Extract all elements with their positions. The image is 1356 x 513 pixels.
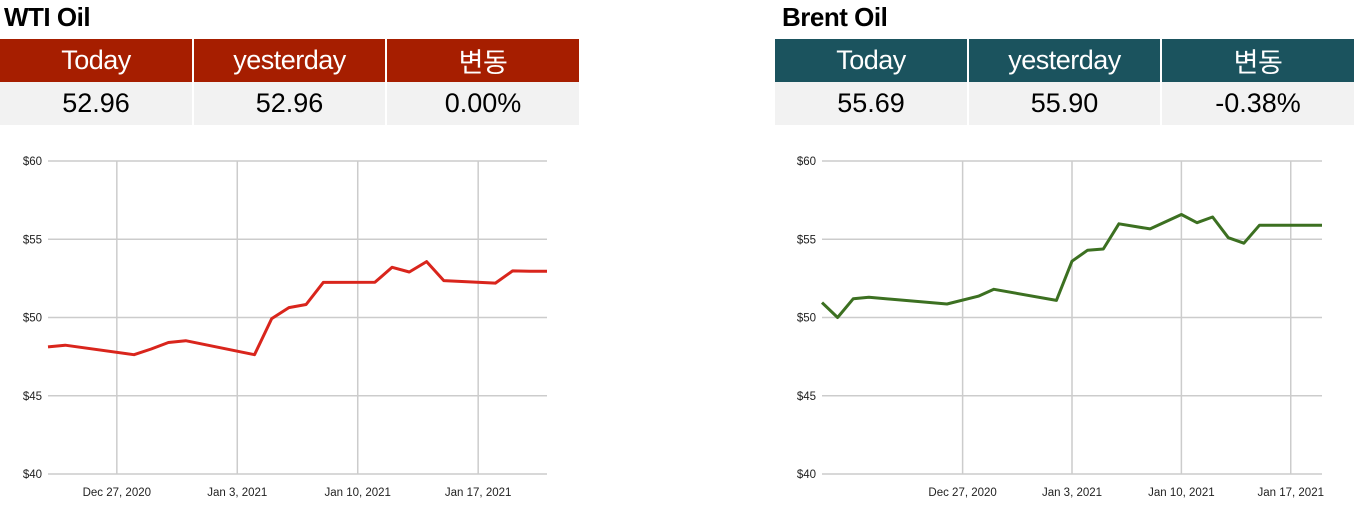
wti-title: WTI Oil xyxy=(4,2,91,32)
x-tick-label: Jan 3, 2021 xyxy=(1042,487,1102,499)
x-tick-label: Jan 10, 2021 xyxy=(324,487,391,499)
brent-title: Brent Oil xyxy=(782,2,888,32)
x-tick-label: Jan 10, 2021 xyxy=(1148,487,1215,499)
y-tick-label: $45 xyxy=(797,391,816,403)
wti-price-table: Today yesterday 변동 52.96 52.96 0.00% xyxy=(0,39,579,125)
series-line xyxy=(820,213,1322,319)
y-tick-label: $45 xyxy=(23,391,42,403)
y-tick-label: $60 xyxy=(797,156,816,168)
wti-panel: WTI Oil Today yesterday 변동 52.96 52.96 0… xyxy=(0,0,580,513)
x-tick-label: Jan 17, 2021 xyxy=(1257,487,1324,499)
y-tick-label: $55 xyxy=(23,234,42,246)
y-tick-label: $50 xyxy=(23,313,42,325)
brent-price-table: Today yesterday 변동 55.69 55.90 -0.38% xyxy=(775,39,1354,125)
brent-value-change: -0.38% xyxy=(1161,82,1354,125)
brent-header-yesterday: yesterday xyxy=(968,39,1162,82)
x-tick-label: Jan 3, 2021 xyxy=(207,487,267,499)
y-tick-label: $40 xyxy=(797,469,816,481)
wti-value-yesterday: 52.96 xyxy=(193,82,387,125)
series-line xyxy=(47,260,547,357)
wti-header-change: 변동 xyxy=(386,39,579,82)
brent-header-change: 변동 xyxy=(1161,39,1354,82)
wti-line-chart: $60 $55 $50 $45 $40 Dec 27, 2020 Jan 3, 2021 Ja… xyxy=(23,156,547,499)
y-tick-label: $55 xyxy=(797,234,816,246)
x-tick-label: Dec 27, 2020 xyxy=(928,487,996,499)
wti-header-today: Today xyxy=(0,39,194,82)
x-tick-label: Dec 27, 2020 xyxy=(83,487,151,499)
wti-value-today: 52.96 xyxy=(0,82,194,125)
wti-value-change: 0.00% xyxy=(386,82,579,125)
y-tick-label: $40 xyxy=(23,469,42,481)
brent-value-today: 55.69 xyxy=(775,82,969,125)
x-tick-label: Jan 17, 2021 xyxy=(445,487,512,499)
brent-value-yesterday: 55.90 xyxy=(968,82,1162,125)
brent-header-today: Today xyxy=(775,39,969,82)
brent-line-chart: $60 $55 $50 $45 $40 Dec 27, 2020 Jan 3, 2021 Ja… xyxy=(797,156,1324,499)
y-tick-label: $60 xyxy=(23,156,42,168)
brent-panel: Brent Oil Today yesterday 변동 55.69 55.90… xyxy=(775,0,1355,513)
y-tick-label: $50 xyxy=(797,313,816,325)
wti-header-yesterday: yesterday xyxy=(193,39,387,82)
